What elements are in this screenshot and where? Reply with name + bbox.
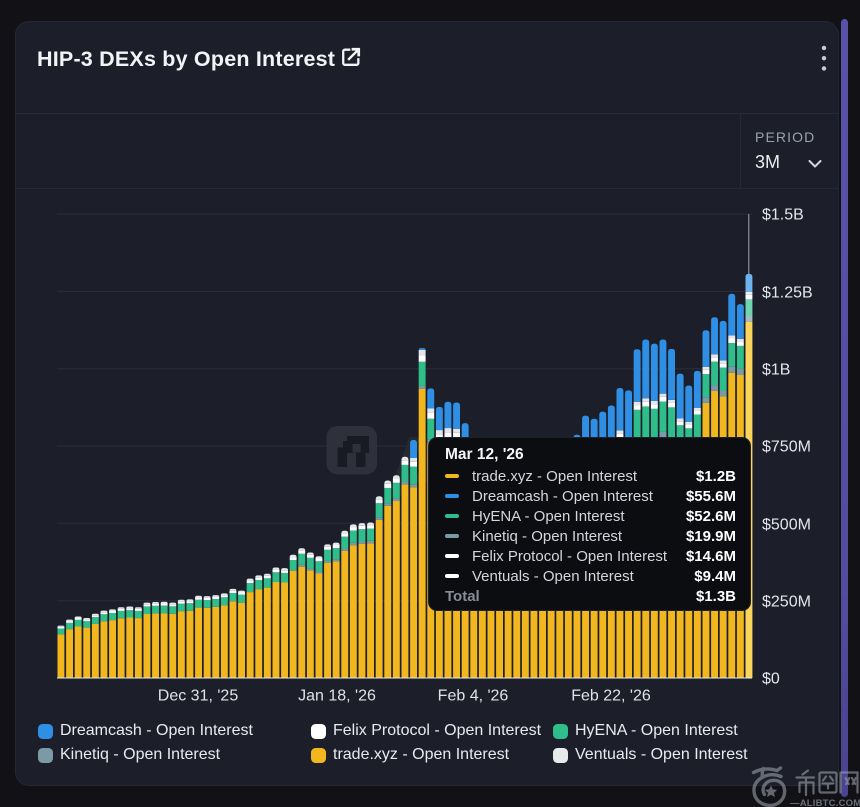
svg-text:$250M: $250M (762, 594, 811, 611)
svg-text:$1.25B: $1.25B (762, 285, 813, 302)
svg-text:Dec 31, '25: Dec 31, '25 (158, 688, 239, 705)
svg-text:Feb 4, '26: Feb 4, '26 (438, 688, 509, 705)
svg-text:$0: $0 (762, 671, 780, 688)
svg-text:$500M: $500M (762, 517, 811, 534)
svg-text:$750M: $750M (762, 439, 811, 456)
svg-text:Feb 22, '26: Feb 22, '26 (571, 688, 651, 705)
svg-text:$1.5B: $1.5B (762, 207, 804, 224)
svg-text:$1B: $1B (762, 362, 790, 379)
svg-text:Jan 18, '26: Jan 18, '26 (298, 688, 376, 705)
